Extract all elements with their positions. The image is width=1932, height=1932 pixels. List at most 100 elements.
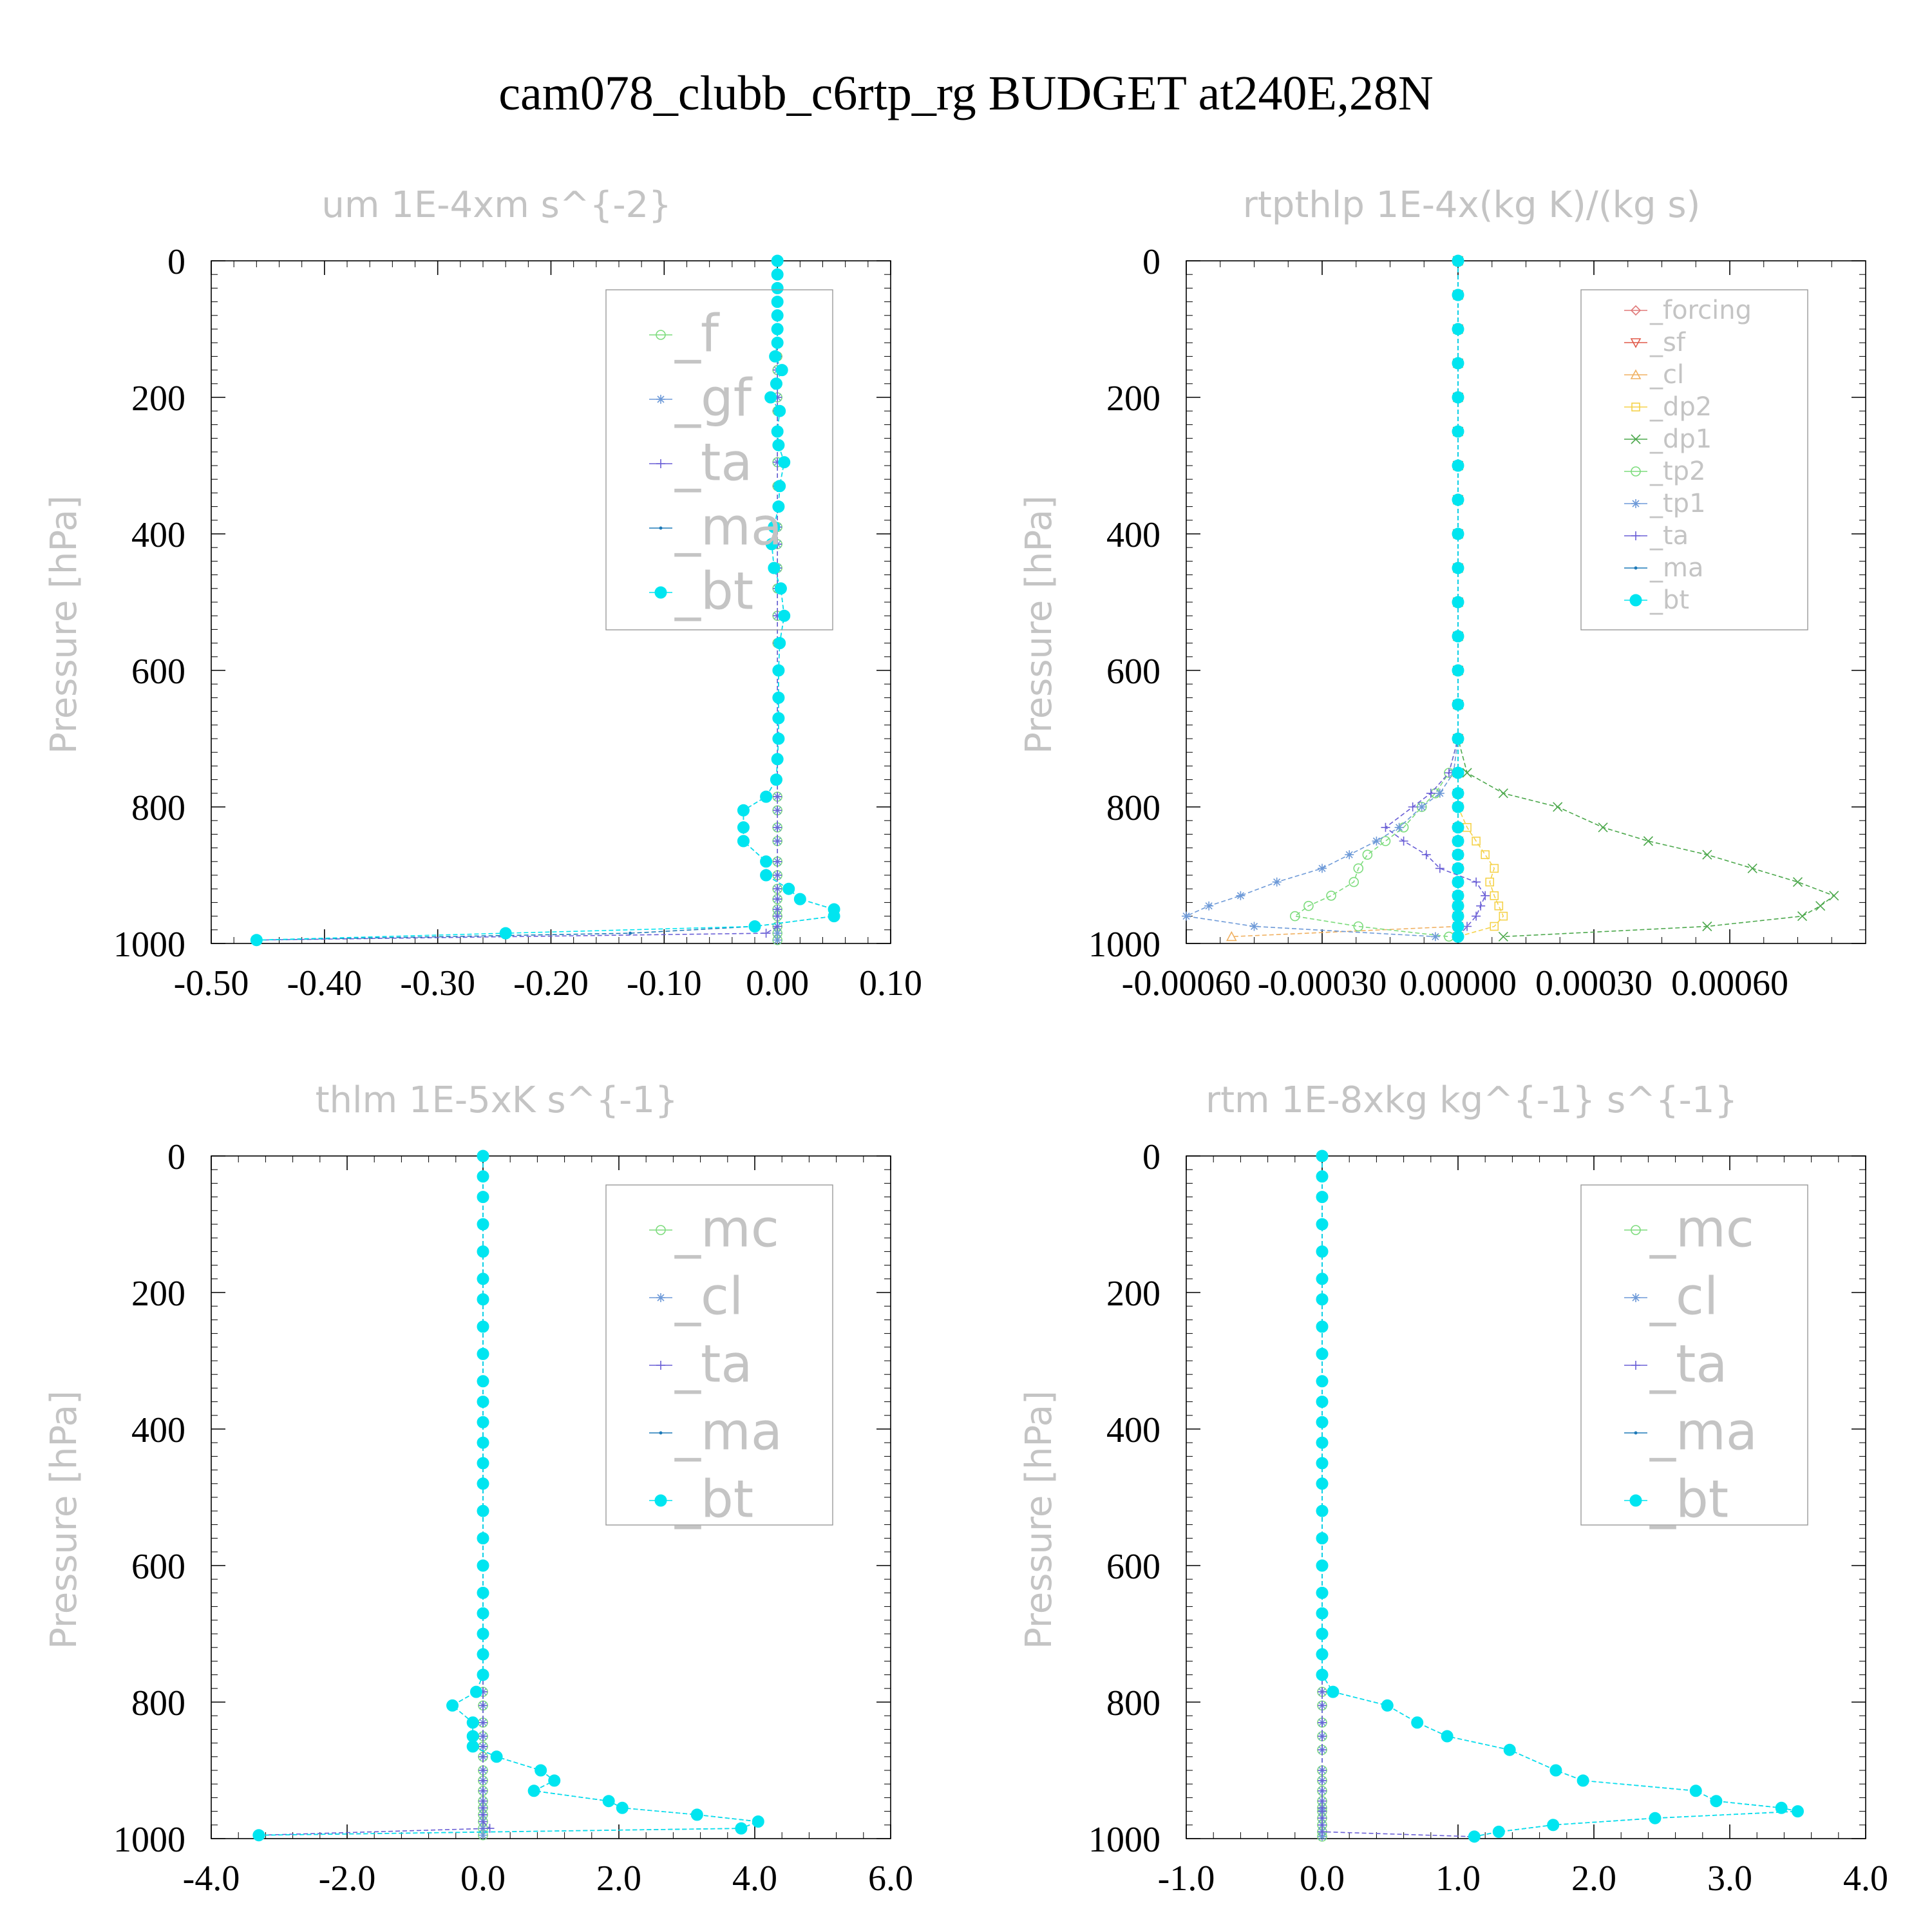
series-ta-point-shape — [1318, 1766, 1327, 1775]
legend-marker-shape — [656, 395, 665, 404]
series-bt-point — [1452, 425, 1464, 438]
series-bt-point — [1316, 1627, 1329, 1640]
series-bt-point-shape — [1792, 1805, 1804, 1818]
series-bt-point — [1316, 1170, 1329, 1183]
series-ta-point-shape — [1318, 1732, 1327, 1741]
series-bt-point-shape — [527, 1785, 540, 1797]
series-bt-point — [771, 309, 784, 322]
series-bt-point-shape — [1452, 698, 1464, 711]
series-bt-point — [778, 456, 791, 469]
legend-label: _bt — [674, 562, 753, 621]
legend-label: _tp2 — [1649, 457, 1706, 486]
series-bt-point — [477, 1648, 489, 1661]
series-dp2-point — [1490, 891, 1499, 900]
series-bt-point — [1468, 1830, 1481, 1843]
series-bt-point-shape — [1452, 459, 1464, 472]
series-tp1-point — [1249, 922, 1259, 931]
series-ta-point — [761, 929, 771, 938]
series-tp1-point-shape — [1236, 891, 1245, 900]
series-tp1-point-shape — [1204, 901, 1214, 911]
series-ta-point-shape — [1318, 1701, 1327, 1710]
series-bt-point-shape — [1452, 664, 1464, 677]
series-ta-point-shape — [1421, 850, 1431, 860]
panel-title: thlm 1E-5xK s^{-1} — [316, 1079, 678, 1121]
series-ta-point — [478, 1817, 488, 1826]
series-bt-point-shape — [477, 1627, 489, 1640]
legend-marker-shape — [654, 586, 667, 599]
x-tick-label: 0.10 — [859, 963, 922, 1003]
legend: _f_gf_ta_ma_bt — [605, 289, 833, 630]
series-ta-point-shape — [478, 1752, 488, 1761]
legend-item-ta: _ta — [1624, 1334, 1727, 1394]
legend-item-gf: _gf — [649, 368, 753, 428]
legend-label: _cl — [674, 1267, 743, 1327]
legend-label: _mc — [1649, 1199, 1754, 1259]
series-ta-point — [1318, 1687, 1327, 1697]
series-tp2-point — [1362, 849, 1373, 860]
legend-marker — [1630, 338, 1642, 348]
series-dp1-point — [1747, 863, 1757, 873]
series-ta-point — [1399, 837, 1408, 846]
legend-label: _f — [674, 304, 720, 364]
series-bt-point — [771, 281, 784, 294]
legend-marker-shape — [1631, 434, 1641, 444]
series-bt-point — [770, 377, 782, 390]
series-cl-point — [1226, 931, 1237, 942]
series-tp1-point-shape — [1430, 932, 1440, 942]
x-tick-label: 2.0 — [1571, 1859, 1616, 1899]
series-bt-point-shape — [772, 732, 785, 745]
legend-marker — [656, 395, 665, 404]
series-bt-point-shape — [1452, 289, 1464, 301]
y-tick-label: 200 — [131, 1274, 185, 1314]
series-tp1-point — [1430, 932, 1440, 942]
series-bt-point-shape — [737, 835, 750, 848]
legend-marker-shape — [654, 1494, 667, 1507]
series-dp1-point-shape — [1498, 788, 1508, 799]
series-bt-point — [768, 520, 781, 533]
series-bt-point — [764, 391, 777, 404]
legend-item-mc: _mc — [649, 1199, 779, 1259]
series-bt-point-shape — [477, 1669, 489, 1681]
legend-marker — [1631, 1361, 1640, 1370]
legend-label: _cl — [1649, 360, 1684, 390]
legend-marker-shape — [1629, 1494, 1642, 1507]
series-bt-point-shape — [1452, 254, 1464, 267]
series-bt-point — [1316, 1416, 1329, 1428]
series-tp1-point-shape — [1182, 911, 1191, 921]
series-tp2-point-shape — [1353, 863, 1364, 874]
series-gf-point-shape — [773, 929, 782, 938]
series-bt-point-shape — [764, 391, 777, 404]
legend-marker — [1631, 1225, 1641, 1235]
series-bt-point-shape — [1316, 1586, 1329, 1599]
legend-item-bt: _bt — [1624, 1470, 1728, 1530]
series-ta-point-shape — [1318, 1687, 1327, 1697]
series-bt-point — [1316, 1559, 1329, 1572]
series-ta-point-shape — [773, 837, 782, 846]
series-bt-point-shape — [477, 1607, 489, 1620]
y-tick-label: 600 — [131, 1547, 185, 1587]
series-cl-point-shape — [1318, 1832, 1327, 1841]
series-bt-point — [774, 582, 787, 595]
series-cl-point-shape — [478, 1830, 488, 1840]
minor-ticks — [1186, 1155, 1866, 1839]
y-tick-label: 600 — [131, 652, 185, 692]
series-ta-point — [773, 922, 782, 931]
series-tp1-point — [1182, 911, 1191, 921]
series-ta-point-shape — [1381, 822, 1390, 832]
series-ta-point — [1481, 891, 1490, 900]
panel-title: rtm 1E-8xkg kg^{-1} s^{-1} — [1206, 1079, 1738, 1121]
x-tick-label: 4.0 — [1843, 1859, 1888, 1899]
series-bt-point-shape — [1452, 732, 1464, 745]
figure-title: cam078_clubb_c6rtp_rg BUDGET at240E,28N — [498, 66, 1434, 120]
series-bt-point — [477, 1375, 489, 1388]
series-ta-point — [478, 1741, 488, 1751]
x-tick-label: 6.0 — [868, 1859, 913, 1899]
series-bt-point-shape — [477, 1170, 489, 1183]
series-bt-point — [771, 296, 784, 308]
series-ta-point — [478, 1732, 488, 1741]
series-ta-point-shape — [773, 792, 782, 802]
legend-marker-shape — [1629, 594, 1642, 607]
series-ta-point — [773, 911, 782, 921]
series-bt-point-shape — [760, 869, 773, 882]
series-bt-point-shape — [477, 1293, 489, 1306]
